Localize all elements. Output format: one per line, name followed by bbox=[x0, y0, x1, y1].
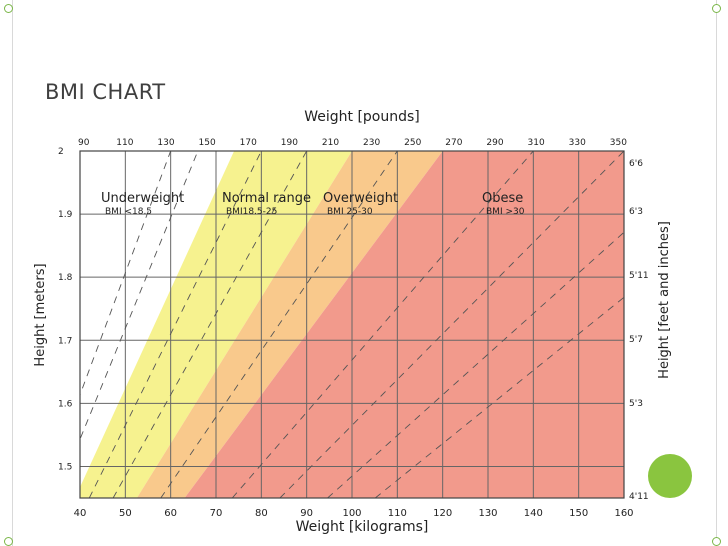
region-label-underweight: Underweight bbox=[101, 191, 184, 206]
bmi-dashed-line bbox=[374, 296, 624, 498]
top-tick-label: 170 bbox=[240, 138, 257, 148]
x-tick-label: 70 bbox=[210, 508, 223, 519]
x-tick-label: 130 bbox=[478, 508, 497, 519]
bmi-dashed-line bbox=[80, 151, 172, 397]
y2-axis-title: Height [feet and inches] bbox=[657, 221, 672, 379]
y-tick-label: 1.8 bbox=[58, 273, 73, 283]
plot-area bbox=[80, 151, 624, 498]
y-tick-label: 1.7 bbox=[58, 336, 72, 346]
y-tick-label: 1.6 bbox=[58, 399, 73, 409]
top-tick-label: 210 bbox=[322, 138, 339, 148]
right-tick-label: 5'7 bbox=[629, 335, 643, 345]
top-tick-label: 330 bbox=[569, 138, 586, 148]
x-tick-label: 110 bbox=[388, 508, 407, 519]
decorative-circle bbox=[712, 4, 721, 13]
top-tick-label: 270 bbox=[445, 138, 462, 148]
x-axis-title: Weight [kilograms] bbox=[296, 519, 429, 535]
right-tick-label: 6'3 bbox=[629, 207, 643, 217]
region-obese bbox=[184, 151, 624, 498]
decorative-circle bbox=[4, 4, 13, 13]
x-tick-label: 150 bbox=[569, 508, 588, 519]
top-axis-title: Weight [pounds] bbox=[304, 109, 420, 125]
top-tick-label: 350 bbox=[610, 138, 627, 148]
region-range-underweight: BMI <18.5 bbox=[105, 207, 152, 217]
top-tick-label: 150 bbox=[199, 138, 216, 148]
top-tick-label: 250 bbox=[404, 138, 421, 148]
slide-border-left bbox=[12, 0, 13, 546]
bmi-dashed-line bbox=[160, 151, 398, 498]
plot-frame bbox=[79, 150, 625, 499]
y-axis-title: Height [meters] bbox=[33, 263, 48, 366]
top-tick-label: 110 bbox=[116, 138, 133, 148]
bmi-dashed-line bbox=[231, 151, 534, 498]
x-tick-label: 60 bbox=[164, 508, 177, 519]
top-tick-label: 310 bbox=[528, 138, 545, 148]
bmi-dashed-line bbox=[279, 151, 624, 498]
right-tick-label: 5'3 bbox=[629, 399, 643, 409]
region-label-normal-range: Normal range bbox=[222, 191, 311, 206]
right-tick-label: 4'11 bbox=[629, 492, 649, 502]
slide-title: BMI CHART bbox=[45, 80, 166, 104]
x-tick-label: 90 bbox=[300, 508, 313, 519]
region-range-obese: BMI >30 bbox=[486, 207, 525, 217]
x-tick-label: 80 bbox=[255, 508, 268, 519]
region-overweight bbox=[136, 151, 443, 498]
x-tick-label: 140 bbox=[524, 508, 543, 519]
top-tick-label: 290 bbox=[486, 138, 503, 148]
bmi-dashed-line bbox=[112, 151, 308, 498]
x-tick-label: 40 bbox=[74, 508, 87, 519]
x-tick-label: 50 bbox=[119, 508, 132, 519]
bmi-dashed-line bbox=[80, 151, 199, 441]
x-tick-label: 160 bbox=[614, 508, 633, 519]
region-range-overweight: BMI 25-30 bbox=[327, 207, 373, 217]
region-label-obese: Obese bbox=[482, 191, 523, 206]
top-tick-label: 130 bbox=[157, 138, 174, 148]
slide-border-right bbox=[716, 0, 717, 546]
right-tick-label: 6'6 bbox=[629, 159, 643, 169]
right-tick-label: 5'11 bbox=[629, 271, 649, 281]
top-tick-label: 190 bbox=[281, 138, 298, 148]
y-tick-label: 1.9 bbox=[58, 210, 73, 220]
x-tick-label: 100 bbox=[342, 508, 361, 519]
y-tick-label: 1.5 bbox=[58, 462, 72, 472]
top-tick-label: 230 bbox=[363, 138, 380, 148]
decorative-green-circle bbox=[648, 454, 692, 498]
region-label-overweight: Overweight bbox=[323, 191, 398, 206]
top-tick-label: 90 bbox=[78, 138, 90, 148]
x-tick-label: 120 bbox=[433, 508, 452, 519]
region-range-normal-range: BMI18.5-25 bbox=[226, 207, 277, 217]
y-tick-label: 2 bbox=[58, 147, 64, 157]
